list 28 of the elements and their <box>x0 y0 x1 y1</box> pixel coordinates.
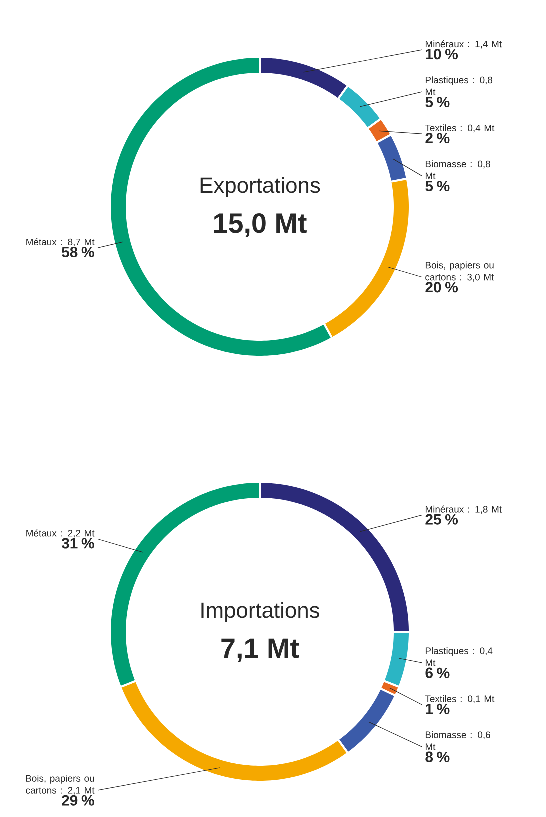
slice-label: Biomasse : 0,6 Mt <box>426 731 490 750</box>
slice-label: Textiles : 0,1 Mt <box>425 695 495 704</box>
text: 15,0 Mt <box>214 214 307 238</box>
slice-label: Minéraux : 1,8 Mt <box>426 506 502 514</box>
text: Exportations <box>200 177 320 198</box>
slice-label: Bois, papiers ou cartons : 2,1 Mt <box>26 774 95 796</box>
slice-label: Métaux : 2,2 Mt <box>26 530 95 538</box>
slice-label: Textiles : 0,4 Mt <box>425 124 495 133</box>
text: 7,1 Mt <box>222 638 300 662</box>
data-label: 20 % <box>426 282 458 293</box>
data-label: 1 % <box>426 704 450 714</box>
data-label: 8 % <box>426 752 450 762</box>
text: Importations <box>202 602 320 623</box>
data-label: 6 % <box>426 668 450 678</box>
data-label: 29 % <box>62 795 94 806</box>
slice-label: Minéraux : 1,4 Mt <box>426 40 502 49</box>
data-label: 5 % <box>426 180 450 192</box>
slice-label: Biomasse : 0,8 Mt <box>426 160 490 180</box>
data-label: 10 % <box>426 49 458 60</box>
data-label: 31 % <box>62 538 94 549</box>
data-label: 2 % <box>426 132 450 144</box>
slice-label: Métaux : 8,7 Mt <box>26 238 95 247</box>
slice-label: Bois, papiers ou cartons : 3,0 Mt <box>426 262 494 282</box>
slice-label: Plastiques : 0,4 Mt <box>426 647 493 666</box>
data-label: 25 % <box>426 514 458 525</box>
slice-label: Plastiques : 0,8 Mt <box>426 76 493 96</box>
data-label: 5 % <box>426 96 450 108</box>
data-label: 58 % <box>62 246 94 258</box>
